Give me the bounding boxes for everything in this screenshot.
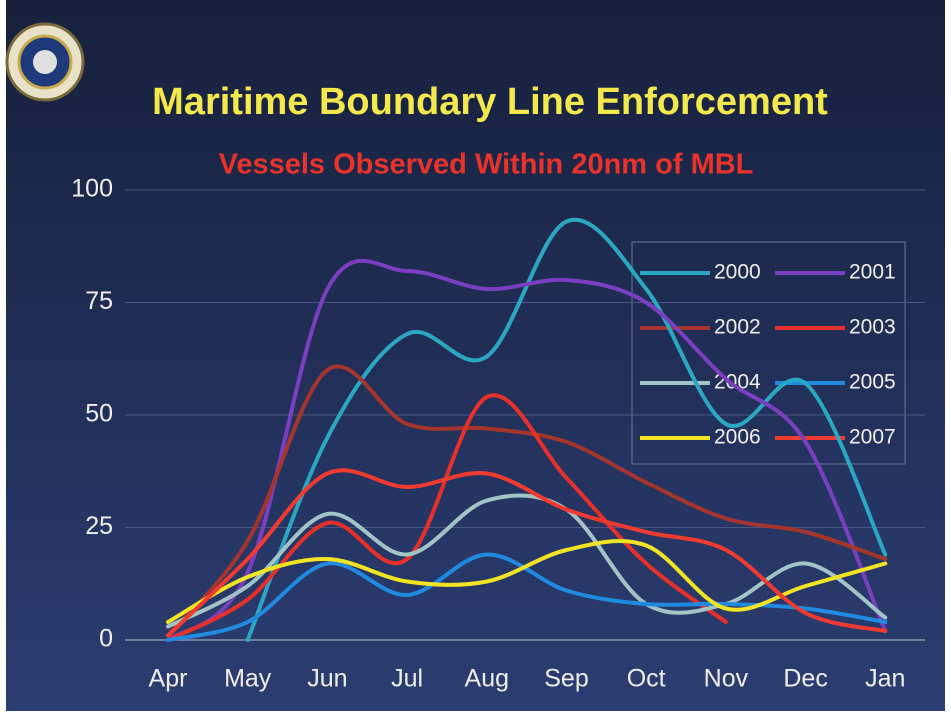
x-tick-label: Jan: [865, 665, 905, 693]
x-tick-label: Aug: [465, 665, 509, 693]
x-tick-label: May: [224, 665, 272, 693]
x-tick-label: Nov: [704, 665, 749, 693]
series-line: [166, 539, 888, 624]
chart-title: Maritime Boundary Line Enforcement: [152, 81, 828, 123]
legend-label: 2003: [849, 316, 896, 339]
y-tick-label: 0: [99, 625, 113, 653]
chart-subtitle: Vessels Observed Within 20nm of MBL: [219, 149, 754, 181]
y-tick-label: 75: [85, 287, 113, 315]
series-line: [245, 217, 888, 642]
legend-label: 2002: [714, 316, 761, 339]
logo: [5, 22, 85, 102]
legend-label: 2005: [849, 371, 896, 394]
x-tick-label: Dec: [783, 665, 827, 693]
legend-label: 2000: [714, 261, 761, 284]
x-tick-label: Sep: [544, 665, 588, 693]
series-line: [166, 468, 888, 638]
legend-label: 2007: [849, 426, 896, 449]
legend-label: 2001: [849, 261, 896, 284]
x-tick-label: Jul: [391, 665, 423, 693]
y-tick-label: 50: [85, 400, 113, 428]
x-tick-label: Apr: [149, 665, 188, 693]
x-tick-label: Oct: [627, 665, 666, 693]
x-tick-label: Jun: [307, 665, 347, 693]
series-line: [166, 364, 888, 638]
legend-label: 2006: [714, 426, 761, 449]
series-line: [166, 393, 728, 642]
y-tick-label: 100: [71, 175, 113, 203]
y-tick-label: 25: [85, 512, 113, 540]
